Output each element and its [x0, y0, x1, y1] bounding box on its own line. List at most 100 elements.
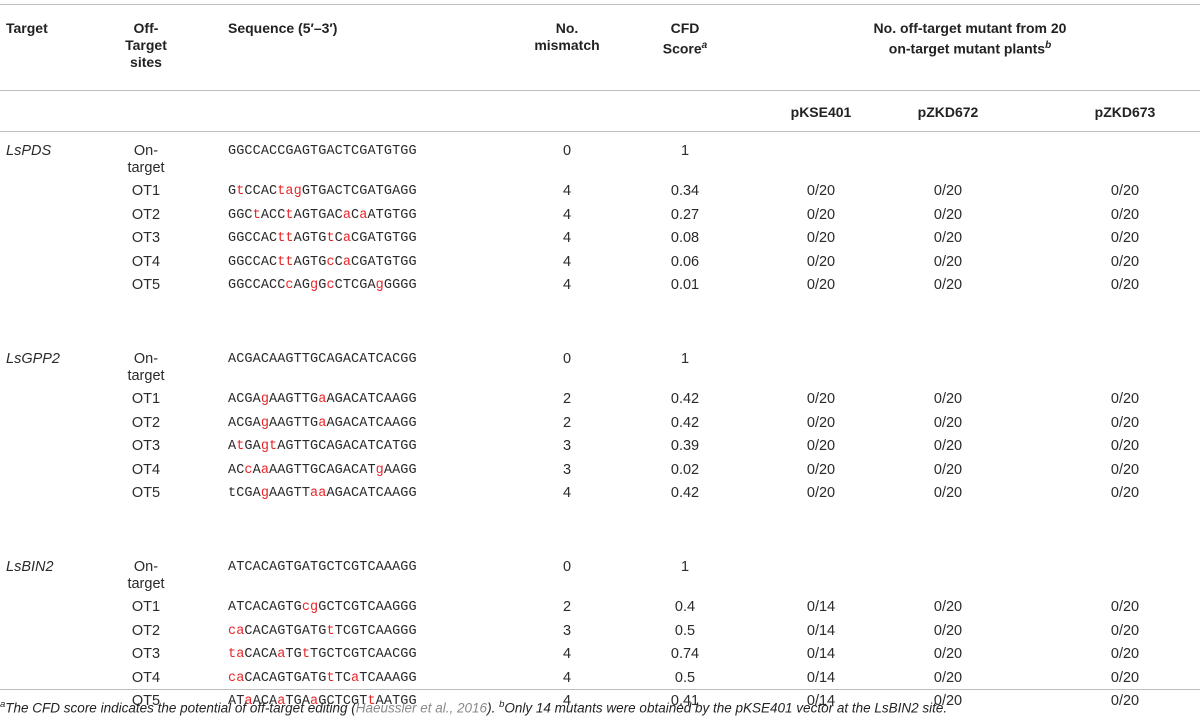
site-label: OT3 [131, 230, 161, 246]
base: A [260, 231, 270, 246]
base: T [359, 647, 368, 662]
pKSE401-count: 0/20 [806, 414, 836, 431]
mismatch-base: a [318, 415, 327, 431]
pZKD672-count: 0/20 [933, 646, 963, 662]
mismatch-base: c [244, 462, 253, 478]
mismatch-base: g [260, 415, 270, 431]
pZKD672-count: 0/20 [933, 414, 963, 431]
footnote-citation-link[interactable]: Haeussler et al., 2016 [355, 700, 488, 716]
sequence-cell: GGCCACCcAGgGcCTCGAgGGGG [228, 277, 417, 294]
pKSE401-count: 0/20 [806, 277, 836, 293]
base: G [318, 600, 327, 615]
base: G [408, 231, 417, 246]
header-target: Target [6, 20, 48, 36]
base: A [367, 278, 376, 293]
pKSE401-count: 0/20 [806, 183, 836, 199]
site-label: OT3 [131, 438, 161, 454]
base: G [400, 600, 409, 615]
bottom-rule [0, 689, 1200, 690]
pZKD673-count: 0/20 [1110, 461, 1140, 478]
mismatch-base: a [277, 694, 286, 709]
base: C [351, 184, 360, 199]
base: A [269, 694, 278, 709]
base: G [236, 254, 245, 270]
base: G [400, 231, 409, 246]
base: G [285, 415, 294, 431]
base: A [367, 144, 376, 159]
base: T [293, 392, 302, 407]
base: A [293, 278, 302, 293]
base: G [310, 392, 319, 407]
sequence-cell: ACGAgAAGTTGaAGACATCAAGG [228, 415, 417, 432]
base: C [260, 670, 270, 686]
base: T [334, 600, 343, 615]
base: G [318, 207, 327, 223]
base: G [392, 278, 401, 293]
base: T [301, 439, 311, 454]
base: A [375, 647, 384, 662]
base: G [285, 462, 294, 478]
base: C [244, 560, 253, 575]
mismatch-count: 4 [562, 253, 572, 270]
base: G [301, 207, 311, 223]
base: G [400, 439, 409, 454]
base: A [367, 184, 376, 199]
base: G [359, 144, 368, 159]
base: T [367, 392, 376, 407]
base: C [252, 254, 261, 270]
base: A [383, 694, 393, 709]
cfd-score: 0.4 [674, 599, 696, 615]
base: G [400, 352, 409, 367]
base: T [310, 560, 319, 575]
header-cfd-label: CFD Score [662, 20, 702, 57]
base: G [408, 207, 417, 223]
base: T [367, 439, 376, 454]
site-label: OT4 [131, 669, 161, 686]
sequence-cell: ACcAaAAGTTGCAGACATgAAGG [228, 462, 417, 479]
base: T [310, 623, 319, 639]
base: G [236, 144, 245, 159]
base: G [351, 623, 360, 639]
base: G [277, 560, 286, 575]
mismatch-count: 2 [562, 391, 572, 407]
base: C [367, 623, 376, 639]
base: G [285, 439, 294, 454]
sequence-cell: GGCtACCtAGTGACaCaATGTGG [228, 207, 417, 224]
pZKD672-count: 0/20 [933, 253, 963, 270]
cfd-score: 0.02 [670, 461, 700, 478]
base: A [392, 462, 401, 478]
base: A [252, 670, 261, 686]
base: A [269, 462, 278, 478]
base: G [228, 231, 237, 246]
base: G [351, 694, 360, 709]
mismatch-base: g [293, 184, 302, 199]
pZKD672-count: 0/20 [933, 277, 963, 293]
mismatch-count: 4 [562, 277, 572, 293]
mismatch-base: a [236, 647, 245, 662]
base: C [269, 231, 278, 246]
base: C [236, 352, 245, 367]
base: A [260, 254, 270, 270]
sequence-cell: GGCCACttAGTGcCaCGATGTGG [228, 254, 417, 271]
mismatch-base: g [260, 486, 270, 501]
sequence-cell: GGCCACCGAGTGACTCGATGTGG [228, 143, 417, 160]
base: G [244, 415, 253, 431]
base: G [228, 254, 237, 270]
base: G [318, 560, 327, 575]
top-rule [0, 4, 1200, 5]
base: C [236, 486, 245, 501]
pZKD673-count: 0/20 [1110, 438, 1140, 454]
header-sequence: Sequence (5′–3′) [228, 20, 338, 36]
base: G [400, 486, 409, 501]
base: C [277, 207, 286, 223]
header-cfd: CFD Scorea [640, 20, 730, 58]
base: A [383, 623, 393, 639]
mismatch-base: a [236, 623, 245, 639]
cfd-score: 0.39 [670, 438, 700, 454]
base: G [351, 560, 360, 575]
mismatch-base: a [260, 462, 270, 478]
base: C [351, 144, 360, 159]
pZKD673-count: 0/20 [1110, 277, 1140, 293]
base: A [359, 462, 368, 478]
target-name: LsBIN2 [6, 559, 54, 575]
